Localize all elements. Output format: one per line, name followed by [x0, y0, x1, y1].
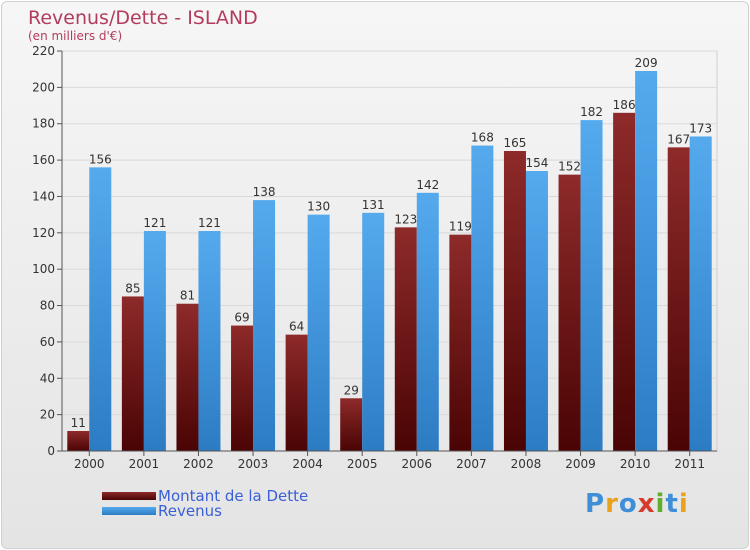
bar-revenus — [471, 145, 494, 451]
value-label-debt: 167 — [667, 132, 690, 146]
bar-revenus — [143, 231, 166, 451]
value-label-debt: 11 — [71, 416, 86, 430]
value-label-debt: 64 — [289, 320, 304, 334]
logo-letter: P — [585, 489, 606, 519]
bar-revenus — [525, 171, 548, 451]
y-tick-label: 180 — [32, 117, 55, 131]
value-label-revenus: 182 — [580, 105, 603, 119]
value-label-debt: 69 — [234, 311, 249, 325]
bar-revenus — [362, 212, 385, 451]
bar-debt — [667, 147, 690, 451]
x-tick-label: 2005 — [347, 457, 378, 471]
y-tick-label: 160 — [32, 153, 55, 167]
bar-revenus — [198, 231, 221, 451]
value-label-revenus: 209 — [635, 56, 658, 70]
bar-debt — [121, 296, 144, 451]
value-label-debt: 81 — [180, 289, 195, 303]
bar-debt — [340, 398, 363, 451]
value-label-revenus: 154 — [526, 156, 549, 170]
logo-letter: o — [618, 489, 638, 519]
value-label-debt: 85 — [125, 281, 140, 295]
bar-debt — [449, 234, 472, 451]
bar-debt — [613, 112, 636, 452]
x-tick-label: 2003 — [238, 457, 269, 471]
value-label-debt: 186 — [613, 98, 636, 112]
value-label-revenus: 156 — [89, 152, 112, 166]
x-tick-label: 2006 — [402, 457, 433, 471]
value-label-debt: 119 — [449, 220, 472, 234]
value-label-revenus: 168 — [471, 131, 494, 145]
bar-debt — [67, 431, 90, 451]
chart-title: Revenus/Dette - ISLAND — [28, 7, 258, 29]
bar-debt — [558, 174, 581, 452]
value-label-revenus: 142 — [416, 178, 439, 192]
x-tick-label: 2007 — [456, 457, 487, 471]
logo-letter: r — [605, 489, 619, 519]
bar-revenus — [307, 214, 330, 451]
value-label-revenus: 138 — [253, 185, 276, 199]
y-tick-label: 20 — [40, 408, 55, 422]
axis-layer: 0 20 40 60 80 100 120 140 160 180 200 220 2000 2001 20… — [32, 44, 717, 471]
bar-revenus — [580, 120, 603, 451]
label-layer: 11 156 85 121 81 121 69 138 64 130 29 131 123 142 119 1… — [71, 56, 713, 430]
value-label-debt: 29 — [344, 383, 359, 397]
bar-debt — [285, 334, 308, 451]
legend-swatch-revenus — [102, 507, 156, 515]
value-label-debt: 152 — [558, 160, 581, 174]
x-tick-label: 2009 — [565, 457, 596, 471]
logo-letter: i — [678, 489, 689, 519]
logo-letter: x — [637, 489, 656, 519]
value-label-revenus: 121 — [143, 216, 166, 230]
bar-revenus — [689, 136, 712, 452]
value-label-revenus: 131 — [362, 198, 385, 212]
x-tick-label: 2000 — [74, 457, 105, 471]
bar-debt — [231, 325, 254, 451]
bar-debt — [503, 151, 526, 451]
x-tick-label: 2011 — [674, 457, 705, 471]
y-tick-label: 80 — [40, 299, 55, 313]
value-label-revenus: 173 — [689, 121, 712, 135]
bar-revenus — [253, 200, 276, 451]
bar-revenus — [416, 192, 439, 451]
logo-letter: t — [665, 489, 679, 519]
y-tick-label: 120 — [32, 226, 55, 240]
x-tick-label: 2002 — [183, 457, 214, 471]
x-tick-label: 2001 — [129, 457, 160, 471]
y-tick-label: 140 — [32, 189, 55, 203]
x-tick-label: 2010 — [620, 457, 651, 471]
y-tick-label: 200 — [32, 80, 55, 94]
legend-label-debt: Montant de la Dette — [158, 487, 309, 505]
bar-debt — [176, 303, 199, 451]
proxiti-logo: Proxiti — [585, 489, 689, 519]
y-tick-label: 0 — [47, 444, 55, 458]
y-tick-label: 220 — [32, 44, 55, 58]
bar-revenus — [635, 71, 658, 451]
y-tick-label: 100 — [32, 262, 55, 276]
legend-label-revenus: Revenus — [158, 502, 222, 520]
chart-subtitle: (en milliers d'€) — [28, 29, 123, 43]
legend-swatch-debt — [102, 492, 156, 500]
value-label-revenus: 130 — [307, 200, 330, 214]
y-tick-label: 60 — [40, 335, 55, 349]
value-label-revenus: 121 — [198, 216, 221, 230]
x-tick-label: 2008 — [511, 457, 542, 471]
logo-letter: i — [655, 489, 666, 519]
bar-revenus — [89, 167, 112, 451]
value-label-debt: 165 — [504, 136, 527, 150]
bar-debt — [394, 227, 417, 451]
value-label-debt: 123 — [394, 212, 417, 226]
bar-layer — [67, 71, 712, 452]
x-tick-label: 2004 — [292, 457, 323, 471]
y-tick-label: 40 — [40, 371, 55, 385]
